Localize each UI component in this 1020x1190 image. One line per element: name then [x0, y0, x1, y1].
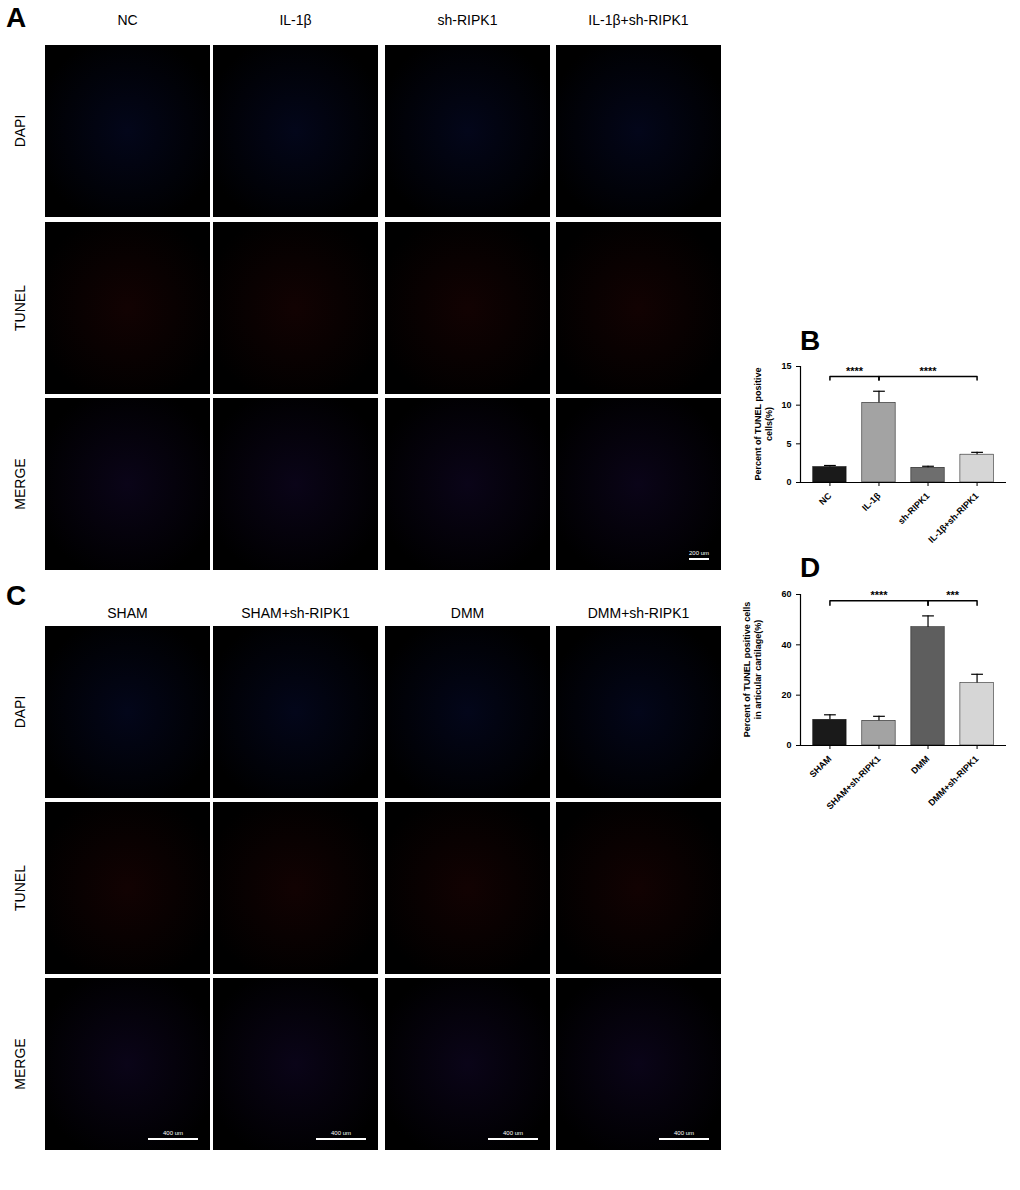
html-text:SHAM: SHAM: [107, 605, 148, 621]
html-text:Percent of TUNEL positive cell: Percent of TUNEL positive cells(%): [753, 367, 774, 481]
html-text:SHAM+sh-RIPK1: SHAM+sh-RIPK1: [241, 605, 350, 621]
svg-text:sh-RIPK1: sh-RIPK1: [896, 491, 931, 526]
html-text:NC: NC: [117, 12, 138, 28]
svg-text:DMM: DMM: [909, 754, 931, 776]
html-text:DAPI: DAPI: [12, 695, 28, 729]
svg-text:0: 0: [786, 740, 791, 750]
svg-text:10: 10: [781, 400, 791, 410]
svg-text:NC: NC: [817, 490, 834, 507]
svg-text:SHAM: SHAM: [808, 754, 834, 780]
svg-text:5: 5: [786, 439, 791, 449]
html-text:MERGE: MERGE: [12, 458, 28, 510]
svg-text:****: ****: [919, 365, 937, 377]
html-text:A: A: [6, 2, 27, 33]
svg-text:20: 20: [781, 690, 791, 700]
html-text:DAPI: DAPI: [12, 114, 28, 148]
html-text:C: C: [6, 580, 27, 611]
svg-text:****: ****: [870, 589, 888, 601]
svg-text:DMM+sh-RIPK1: DMM+sh-RIPK1: [926, 754, 980, 808]
svg-text:40: 40: [781, 640, 791, 650]
html-text:TUNEL: TUNEL: [12, 865, 28, 911]
html-text:D: D: [800, 552, 821, 583]
svg-text:IL-1β+sh-RIPK1: IL-1β+sh-RIPK1: [926, 491, 980, 545]
svg-text:60: 60: [781, 589, 791, 599]
svg-text:0: 0: [786, 477, 791, 487]
html-text:TUNEL: TUNEL: [12, 285, 28, 331]
svg-text:***: ***: [946, 589, 960, 601]
html-text:Percent of TUNEL positive cell: Percent of TUNEL positive cells in artic…: [742, 601, 763, 738]
html-text:MERGE: MERGE: [12, 1038, 28, 1090]
html-text:DMM+sh-RIPK1: DMM+sh-RIPK1: [587, 605, 690, 621]
html-text:DMM: DMM: [450, 605, 485, 621]
html-text:400 um: 400 um: [674, 1130, 694, 1136]
html-text:IL-1β: IL-1β: [279, 12, 312, 28]
svg-text:****: ****: [846, 365, 864, 377]
html-text:400 um: 400 um: [503, 1130, 523, 1136]
html-text:IL-1β+sh-RIPK1: IL-1β+sh-RIPK1: [588, 12, 689, 28]
svg-text:IL-1β: IL-1β: [860, 490, 883, 513]
html-text:200 um: 200 um: [689, 550, 709, 556]
html-text:sh-RIPK1: sh-RIPK1: [437, 12, 498, 28]
html-text:400 um: 400 um: [331, 1130, 351, 1136]
svg-text:15: 15: [781, 361, 791, 371]
svg-text:SHAM+sh-RIPK1: SHAM+sh-RIPK1: [825, 754, 883, 812]
html-text:B: B: [800, 325, 821, 356]
html-text:400 um: 400 um: [163, 1130, 183, 1136]
